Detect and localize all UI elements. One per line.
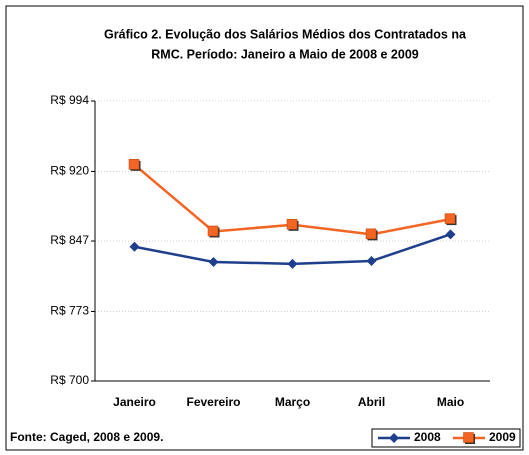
marker <box>286 219 298 230</box>
marker <box>207 225 219 237</box>
x-tick-label: Abril <box>358 395 385 409</box>
x-tick-label: Janeiro <box>113 395 156 409</box>
y-tick-label: R$ 920 <box>50 164 89 178</box>
marker <box>366 256 377 266</box>
legend-box <box>371 428 521 448</box>
legend-label: 2009 <box>489 430 516 444</box>
y-tick-label: R$ 847 <box>50 233 89 247</box>
y-tick-label: R$ 773 <box>50 304 89 318</box>
marker <box>365 228 377 240</box>
chart-title: Gráfico 2. Evolução dos Salários Médios … <box>104 27 467 41</box>
marker <box>208 256 219 267</box>
source-note: Fonte: Caged, 2008 e 2009. <box>10 430 163 444</box>
marker <box>445 229 456 240</box>
x-tick-label: Fevereiro <box>186 395 240 409</box>
marker <box>389 433 399 443</box>
y-tick-label: R$ 700 <box>50 373 89 387</box>
marker <box>128 159 140 170</box>
x-tick-label: Março <box>275 395 310 409</box>
marker <box>287 258 298 269</box>
legend-label: 2008 <box>414 430 441 444</box>
marker <box>129 241 140 252</box>
marker <box>444 213 456 224</box>
marker <box>463 432 474 443</box>
y-tick-label: R$ 994 <box>50 93 89 107</box>
chart-title: RMC. Período: Janeiro a Maio de 2008 e 2… <box>151 47 419 61</box>
x-tick-label: Maio <box>437 395 464 409</box>
